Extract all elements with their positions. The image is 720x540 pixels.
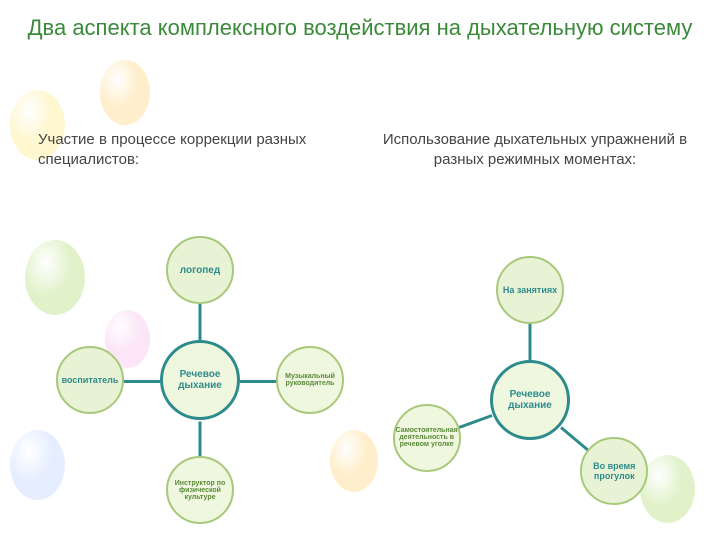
- right-node-0: На занятиях: [496, 256, 564, 324]
- diagram-moments: На занятиях Во время прогулок Самостоятель…: [0, 0, 720, 540]
- right-center: Речевое дыхание: [490, 360, 570, 440]
- right-node-1: Во время прогулок: [580, 437, 648, 505]
- right-node-2: Самостоятельная деятельность в речевом у…: [393, 404, 461, 472]
